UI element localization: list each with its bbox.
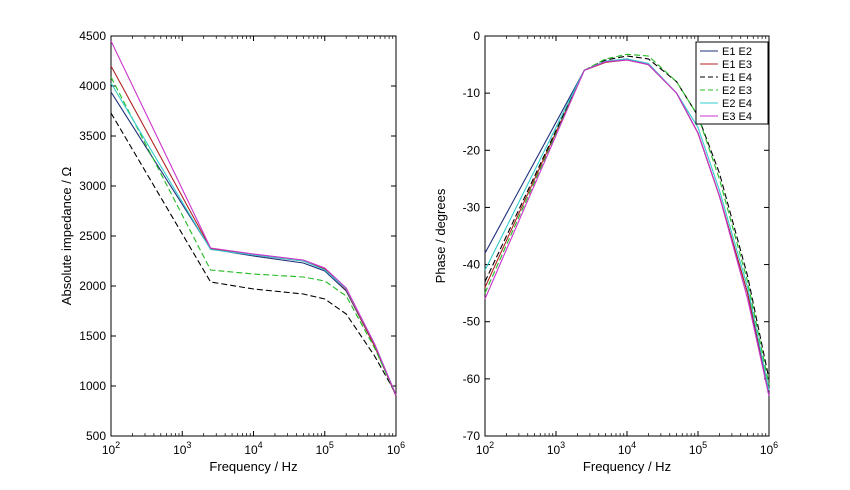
y-tick-label: 3500	[79, 129, 106, 143]
y-tick-label: 4000	[79, 79, 106, 93]
legend-label: E2 E4	[722, 98, 752, 110]
series-line-e1-e3	[110, 65, 397, 397]
legend-box	[695, 41, 769, 125]
panel-1: 102 103 104 105 106 500 1000 1500 2000 2500 3000 35…	[59, 29, 405, 474]
legend-label: E3 E4	[722, 111, 752, 123]
x-axis-label: Frequency / Hz	[209, 459, 297, 474]
x-tick-label: 103	[547, 440, 565, 457]
y-tick-label: -30	[463, 200, 481, 214]
x-tick-label: 104	[244, 440, 262, 457]
y-tick-label: 2000	[79, 279, 106, 293]
x-tick-label: 105	[689, 440, 707, 457]
series-line-e3-e4	[110, 40, 397, 396]
legend-label: E1 E3	[722, 59, 752, 71]
series-line-e2-e3	[110, 76, 397, 396]
y-tick-label: -10	[463, 86, 481, 100]
x-tick-label: 102	[102, 440, 120, 457]
y-tick-label: -50	[463, 315, 481, 329]
panel-2: 102 103 104 105 106 -70 -60 -50 -40 -30 -20 -10 0 Fre…	[433, 29, 778, 474]
y-tick-label: 500	[86, 429, 106, 443]
series-line-e1-e2	[110, 91, 397, 397]
y-tick-label: -20	[463, 143, 481, 157]
legend-label: E1 E4	[722, 72, 752, 84]
legend-label: E2 E3	[722, 85, 752, 97]
y-tick-label: -60	[463, 372, 481, 386]
y-axis-label: Phase / degrees	[433, 188, 448, 283]
y-tick-label: -40	[463, 258, 481, 272]
x-tick-label: 103	[173, 440, 191, 457]
series-line-e2-e3	[484, 53, 770, 385]
x-tick-label: 105	[316, 440, 334, 457]
y-tick-label: 0	[473, 29, 480, 43]
series-line-e3-e4	[484, 59, 770, 397]
y-tick-label: 4500	[79, 29, 106, 43]
plot-frame	[110, 35, 397, 437]
x-axis-label: Frequency / Hz	[583, 459, 671, 474]
y-axis-label: Absolute impedance / Ω	[59, 167, 74, 306]
y-tick-label: 3000	[79, 179, 106, 193]
series-line-e1-e4	[110, 112, 397, 395]
legend-label: E1 E2	[722, 46, 752, 58]
y-tick-label: 1500	[79, 329, 106, 343]
y-tick-label: -70	[463, 429, 481, 443]
y-tick-label: 1000	[79, 379, 106, 393]
x-tick-label: 106	[387, 440, 405, 457]
x-tick-label: 102	[476, 440, 494, 457]
x-tick-label: 106	[760, 440, 778, 457]
y-tick-label: 2500	[79, 229, 106, 243]
x-tick-label: 104	[618, 440, 636, 457]
